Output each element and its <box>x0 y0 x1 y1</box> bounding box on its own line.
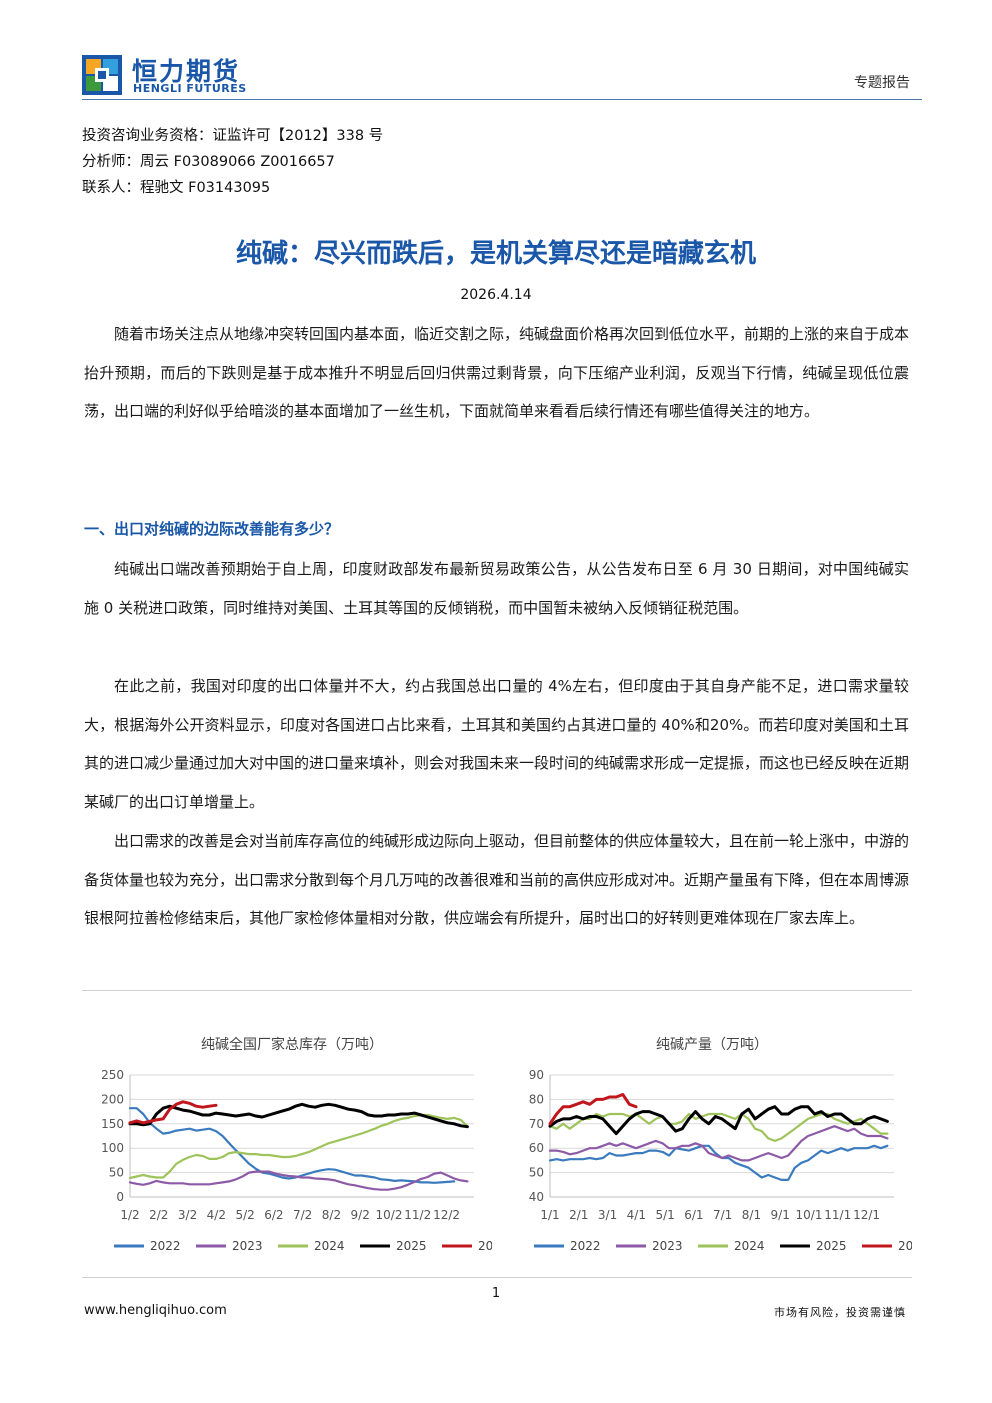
x-tick-label: 3/1 <box>598 1208 617 1222</box>
x-tick-label: 10/1 <box>796 1208 823 1222</box>
page-number: 1 <box>491 1286 501 1301</box>
inventory-chart: 纯碱全国厂家总库存（万吨） 0 50 100 150 200 250 1/2 2/2 3/2 4/2… <box>82 1025 492 1270</box>
inventory-chart-svg: 纯碱全国厂家总库存（万吨） 0 50 100 150 200 250 1/2 2/2 3/2 4/2… <box>101 1036 492 1253</box>
legend-label-2025: 2025 <box>396 1239 427 1253</box>
series-line-2022 <box>128 1107 456 1184</box>
legend-label-2023: 2023 <box>652 1239 683 1253</box>
legend-label-2022: 2022 <box>150 1239 181 1253</box>
report-date: 2026.4.14 <box>460 287 532 303</box>
x-tick-label: 5/1 <box>655 1208 674 1222</box>
y-tick-label: 80 <box>529 1092 544 1106</box>
analyst-line: 分析师：周云 F03089066 Z0016657 <box>82 154 335 170</box>
footer-risk-note: 市场有风险，投资需谨慎 <box>774 1306 906 1319</box>
x-tick-label: 1/1 <box>540 1208 559 1222</box>
legend-label-2024: 2024 <box>314 1239 345 1253</box>
series-line-2024 <box>128 1113 469 1180</box>
series-line-2023 <box>128 1170 469 1191</box>
hengli-logo-icon <box>82 55 122 95</box>
x-tick-label: 9/2 <box>351 1208 370 1222</box>
x-tick-label: 11/2 <box>404 1208 431 1222</box>
x-tick-label: 6/1 <box>684 1208 703 1222</box>
chart-title: 纯碱产量（万吨） <box>656 1037 768 1053</box>
qualification-line: 投资咨询业务资格：证监许可【2012】338 号 <box>82 128 384 144</box>
x-tick-label: 7/1 <box>713 1208 732 1222</box>
x-tick-label: 11/1 <box>824 1208 851 1222</box>
x-tick-label: 4/2 <box>207 1208 226 1222</box>
charts-bottom-divider <box>82 1277 912 1278</box>
legend-label-2024: 2024 <box>734 1239 765 1253</box>
y-tick-label: 70 <box>529 1117 544 1131</box>
header-divider <box>82 99 922 100</box>
production-chart: 纯碱产量（万吨） 40 50 60 70 80 90 1/1 2/1 3/1 4/1 5/1 6/1 7/… <box>502 1025 912 1270</box>
section-heading: 一、出口对纯碱的边际改善能有多少？ <box>84 520 340 538</box>
x-tick-label: 5/2 <box>235 1208 254 1222</box>
series-line-2022 <box>548 1144 889 1181</box>
series-line-2026 <box>548 1093 638 1126</box>
x-tick-label: 1/2 <box>120 1208 139 1222</box>
x-tick-label: 3/2 <box>178 1208 197 1222</box>
legend-label-2025: 2025 <box>816 1239 847 1253</box>
x-tick-label: 10/2 <box>376 1208 403 1222</box>
production-chart-svg: 纯碱产量（万吨） 40 50 60 70 80 90 1/1 2/1 3/1 4/1 5/1 6/1 7/… <box>529 1037 912 1253</box>
series-line-2026 <box>128 1100 218 1125</box>
page-header: 恒力期货 HENGLI FUTURES 专题报告 <box>82 50 922 100</box>
legend-label-2022: 2022 <box>570 1239 601 1253</box>
logo-chinese-name: 恒力期货 <box>132 57 241 86</box>
y-tick-label: 90 <box>529 1068 544 1082</box>
y-tick-label: 0 <box>116 1190 124 1204</box>
x-tick-label: 2/1 <box>569 1208 588 1222</box>
x-tick-label: 6/2 <box>264 1208 283 1222</box>
y-tick-label: 150 <box>101 1117 124 1131</box>
y-tick-label: 250 <box>101 1068 124 1082</box>
intro-paragraph: 随着市场关注点从地缘冲突转回国内基本面，临近交割之际，纯碱盘面价格再次回到低位水… <box>84 325 910 420</box>
logo-english-name: HENGLI FUTURES <box>133 82 247 95</box>
y-tick-label: 50 <box>109 1166 124 1180</box>
x-tick-label: 12/2 <box>433 1208 460 1222</box>
x-tick-label: 4/1 <box>627 1208 646 1222</box>
x-tick-label: 12/1 <box>853 1208 880 1222</box>
section-paragraph-2: 在此之前，我国对印度的出口体量并不大，约占我国总出口量的 4%左右，但印度由于其… <box>84 677 910 811</box>
x-tick-label: 8/2 <box>322 1208 341 1222</box>
series-line-2023 <box>548 1125 889 1162</box>
y-tick-label: 50 <box>529 1166 544 1180</box>
section-paragraph-1: 纯碱出口端改善预期始于自上周，印度财政部发布最新贸易政策公告，从公告发布日至 6… <box>84 560 909 617</box>
charts-top-divider <box>82 990 912 991</box>
y-tick-label: 200 <box>101 1092 124 1106</box>
report-title: 纯碱：尽兴而跌后，是机关算尽还是暗藏玄机 <box>235 239 756 269</box>
series-line-2025 <box>548 1105 889 1136</box>
legend-label-2023: 2023 <box>232 1239 263 1253</box>
x-tick-label: 7/2 <box>293 1208 312 1222</box>
legend-label-2026: 2026 <box>478 1239 492 1253</box>
footer-website: www.hengliqihuo.com <box>84 1303 227 1318</box>
series-line-2025 <box>128 1102 469 1129</box>
legend-label-2026: 2026 <box>898 1239 912 1253</box>
chart-title: 纯碱全国厂家总库存（万吨） <box>201 1036 383 1053</box>
y-tick-label: 100 <box>101 1141 124 1155</box>
section-paragraph-3: 出口需求的改善是会对当前库存高位的纯碱形成边际向上驱动，但目前整体的供应体量较大… <box>84 832 910 927</box>
y-tick-label: 40 <box>529 1190 544 1204</box>
y-tick-label: 60 <box>529 1141 544 1155</box>
x-tick-label: 2/2 <box>149 1208 168 1222</box>
document-type-label: 专题报告 <box>854 75 910 91</box>
x-tick-label: 8/1 <box>742 1208 761 1222</box>
contact-line: 联系人：程驰文 F03143095 <box>82 180 271 196</box>
x-tick-label: 9/1 <box>771 1208 790 1222</box>
